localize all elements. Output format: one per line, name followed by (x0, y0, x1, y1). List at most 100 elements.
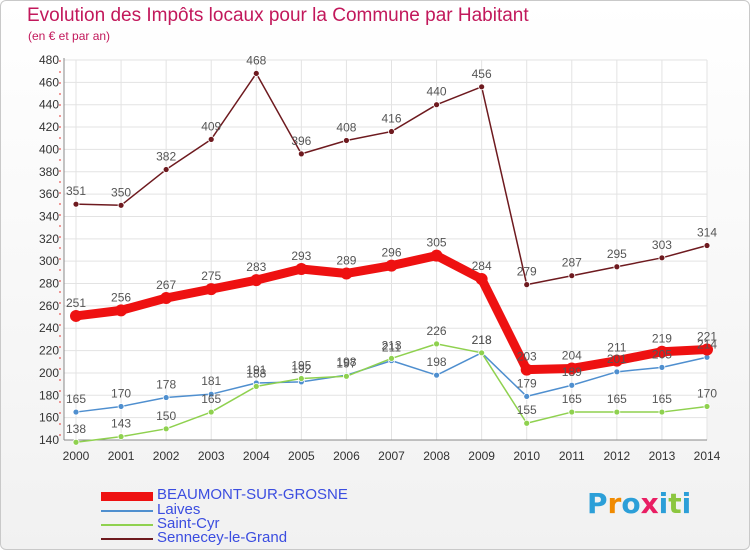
data-label: 275 (201, 269, 221, 283)
data-label: 293 (291, 249, 311, 263)
data-point (568, 381, 576, 389)
y-tick-label: 200 (39, 366, 59, 380)
legend-swatch (101, 510, 153, 512)
data-label: 279 (517, 265, 537, 279)
data-label: 189 (562, 365, 582, 379)
data-point (520, 363, 533, 376)
data-label: 314 (697, 226, 717, 240)
data-point (703, 242, 711, 249)
data-point (388, 355, 395, 362)
data-label: 178 (156, 378, 176, 392)
data-label: 192 (291, 362, 311, 376)
x-tick-label: 2012 (604, 449, 631, 463)
data-point (162, 166, 170, 173)
data-point (207, 408, 215, 416)
x-tick-label: 2005 (288, 449, 315, 463)
y-tick-label: 260 (39, 299, 59, 313)
data-label: 287 (562, 256, 582, 270)
logo-letter: i (681, 487, 692, 520)
data-label: 170 (111, 386, 131, 400)
data-point (433, 340, 440, 348)
data-label: 165 (562, 392, 582, 406)
data-point (385, 259, 398, 272)
y-tick-label: 460 (39, 75, 59, 89)
data-point (297, 375, 305, 382)
data-point (117, 201, 125, 209)
data-label: 179 (517, 376, 537, 390)
y-tick-label: 400 (39, 142, 59, 156)
data-label: 165 (607, 392, 627, 406)
y-tick-label: 240 (39, 321, 59, 335)
data-point (297, 150, 305, 158)
data-point (295, 263, 308, 275)
y-tick-label: 480 (39, 53, 59, 67)
data-point (340, 267, 353, 280)
data-label: 218 (472, 333, 492, 347)
data-point (205, 283, 218, 296)
data-label: 150 (156, 409, 176, 423)
data-label: 295 (607, 247, 627, 261)
data-point (70, 309, 82, 322)
legend-label: BEAUMONT-SUR-GROSNE (157, 486, 348, 503)
data-label: 226 (427, 324, 447, 338)
legend-label: Laives (157, 501, 201, 518)
data-point (433, 371, 440, 379)
data-label: 143 (111, 417, 131, 431)
logo-letter: r (607, 487, 622, 520)
y-tick-label: 360 (39, 187, 59, 201)
data-label: 350 (111, 185, 131, 199)
data-point (613, 408, 621, 416)
chart-title: Evolution des Impôts locaux pour la Comm… (27, 5, 529, 26)
data-label: 165 (201, 392, 221, 406)
data-point (117, 403, 125, 410)
data-label: 203 (517, 350, 537, 364)
data-label: 456 (472, 67, 492, 81)
data-point (160, 292, 173, 305)
data-point (658, 408, 666, 416)
x-tick-label: 2009 (468, 449, 495, 463)
legend-swatch (101, 538, 153, 540)
data-label: 283 (246, 260, 266, 274)
data-point (162, 394, 170, 401)
logo-letter: i (658, 487, 669, 520)
y-tick-label: 140 (39, 433, 59, 447)
data-label: 211 (382, 341, 401, 355)
x-tick-label: 2007 (378, 449, 405, 463)
data-label: 198 (427, 355, 447, 369)
data-label: 188 (246, 366, 266, 380)
data-label: 201 (607, 352, 627, 366)
data-point (523, 393, 531, 400)
logo-letter: o (621, 487, 641, 520)
data-label: 409 (201, 119, 221, 133)
data-label: 303 (652, 238, 672, 252)
y-tick-label: 440 (39, 98, 59, 112)
x-tick-label: 2014 (694, 449, 721, 463)
legend-label: Sennecey-le-Grand (157, 529, 288, 546)
data-point (207, 135, 215, 143)
x-tick-label: 2003 (198, 449, 225, 463)
data-label: 214 (697, 337, 717, 351)
data-label: 305 (427, 236, 447, 250)
data-point (430, 249, 443, 262)
data-label: 267 (156, 278, 176, 292)
data-label: 289 (336, 253, 356, 267)
data-point (703, 403, 711, 410)
data-label: 211 (607, 341, 626, 355)
data-label: 396 (291, 134, 311, 148)
data-label: 416 (381, 112, 401, 126)
data-point (658, 363, 666, 371)
x-tick-label: 2008 (423, 449, 450, 463)
data-point (613, 263, 621, 271)
data-point (610, 354, 623, 367)
data-point (72, 408, 80, 416)
data-point (72, 438, 80, 446)
x-tick-label: 2006 (333, 449, 360, 463)
data-label: 165 (652, 392, 672, 406)
data-point (72, 200, 80, 208)
data-label: 296 (381, 246, 401, 260)
legend-swatch (101, 524, 153, 526)
data-point (433, 101, 440, 109)
x-tick-label: 2010 (513, 449, 540, 463)
data-point (655, 345, 668, 358)
